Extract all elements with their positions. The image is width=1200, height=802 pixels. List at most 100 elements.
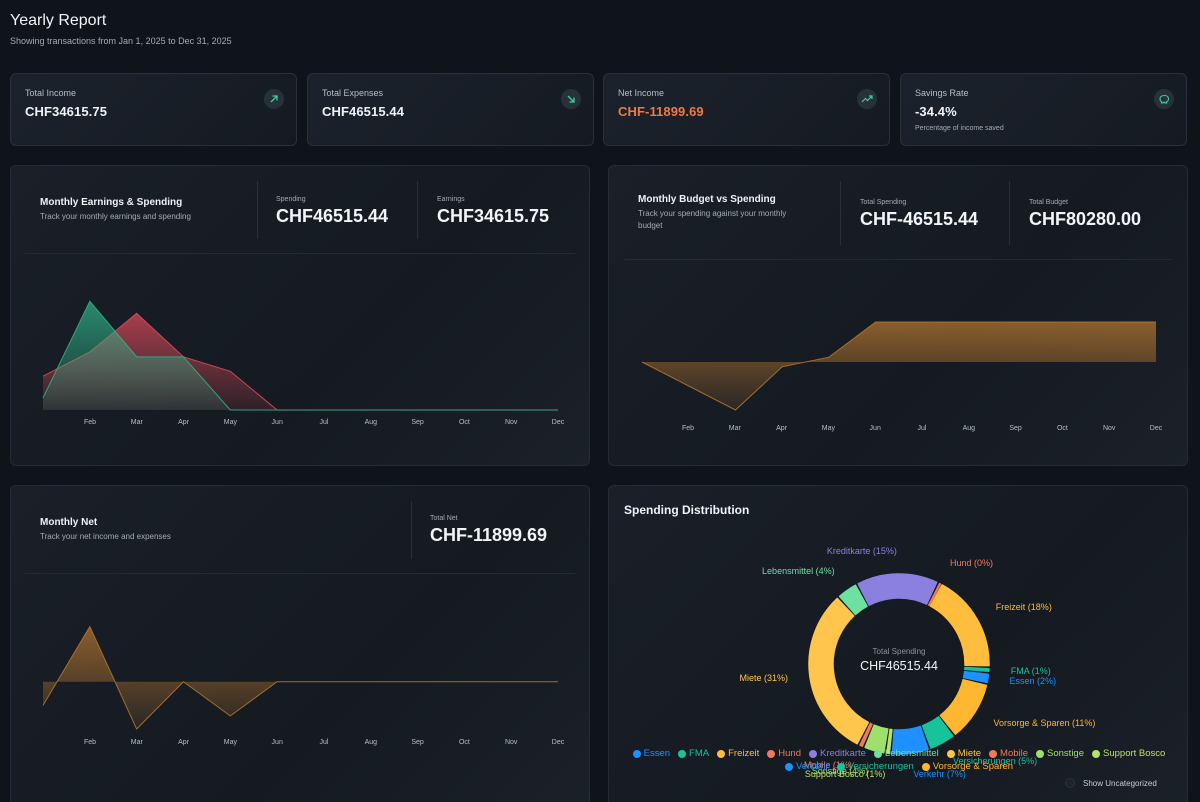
series-line-earnings — [42, 300, 558, 411]
x-tick-label: Jul — [918, 425, 927, 432]
budget-spending-panel: Monthly Budget vs Spending Track your sp… — [608, 165, 1188, 466]
x-tick-label: Oct — [459, 419, 470, 426]
legend-swatch — [767, 749, 776, 758]
pie-slice-hund[interactable] — [927, 582, 942, 607]
net-income-card: Net Income CHF-11899.69 — [603, 73, 890, 146]
panel-description: Track your net income and expenses — [40, 532, 171, 541]
legend-item[interactable]: Versicherungen — [836, 761, 914, 772]
monthly-net-panel: Monthly Net Track your net income and ex… — [10, 485, 590, 802]
x-tick-label: Feb — [682, 425, 694, 432]
legend-item[interactable]: Verkehr — [784, 761, 829, 772]
legend-item[interactable]: Sonstige — [1036, 748, 1084, 759]
donut-center-label: Total Spending — [872, 647, 926, 656]
pie-slice-label: Lebensmittel (4%) — [762, 566, 835, 577]
legend-item[interactable]: Lebensmittel — [873, 748, 939, 759]
legend-swatch — [678, 749, 687, 758]
stat-label: Total Expenses — [322, 88, 384, 98]
x-tick-label: Dec — [552, 419, 565, 426]
pie-slice-mobile[interactable] — [859, 722, 873, 747]
toggle-knob[interactable] — [1065, 778, 1075, 788]
earnings-spending-panel: Monthly Earnings & Spending Track your m… — [10, 165, 590, 466]
pie-slice-label: Mobile (1%) — [803, 759, 852, 770]
panel-description-line2: budget — [638, 221, 663, 230]
show-uncategorized-toggle[interactable]: Show Uncategorized — [1065, 778, 1157, 788]
legend-label: Verkehr — [795, 761, 829, 772]
x-tick-label: May — [224, 739, 238, 746]
x-tick-label: Mar — [131, 419, 144, 426]
pie-slice-kreditkarte[interactable] — [857, 573, 938, 606]
divider — [25, 253, 575, 254]
stat-label: Total Income — [25, 88, 77, 98]
legend-label: Kreditkarte — [819, 748, 866, 759]
panel-title: Monthly Earnings & Spending — [40, 197, 183, 208]
legend-item[interactable]: Kreditkarte — [808, 748, 866, 759]
toggle-label: Show Uncategorized — [1083, 778, 1157, 788]
total-income-card: Total Income CHF34615.75 — [10, 73, 297, 146]
legend-swatch — [1092, 749, 1101, 758]
legend-item[interactable]: Vorsorge & Sparen — [921, 761, 1013, 772]
legend-swatch — [717, 749, 726, 758]
page-title: Yearly Report — [10, 12, 107, 29]
stat-value: CHF34615.75 — [25, 104, 108, 119]
pie-slice-lebensmittel[interactable] — [838, 584, 868, 616]
legend-item[interactable]: Hund — [767, 748, 801, 759]
pie-slice-label: Freizeit (18%) — [995, 601, 1052, 612]
trending-up-icon — [857, 89, 877, 109]
x-tick-label: Aug — [963, 425, 976, 432]
divider — [257, 181, 258, 239]
x-tick-label: Nov — [505, 739, 518, 746]
x-tick-label: Feb — [84, 419, 96, 426]
arrow-up-right-icon — [264, 89, 284, 109]
legend-label: Miete — [957, 748, 982, 759]
pie-slice-verkehr[interactable] — [891, 725, 929, 755]
stat-value: CHF46515.44 — [322, 104, 405, 119]
pie-slice-label: Essen (2%) — [1009, 675, 1057, 686]
x-tick-label: Apr — [776, 425, 788, 432]
legend-item[interactable]: Miete — [946, 748, 982, 759]
x-tick-label: Aug — [365, 419, 378, 426]
legend-swatch — [1036, 749, 1045, 758]
pie-slice-vorsorge-sparen[interactable] — [939, 678, 988, 735]
pie-slice-fma[interactable] — [964, 666, 990, 673]
panel-title: Monthly Net — [40, 517, 98, 528]
savings-rate-card: Savings Rate -34.4% Percentage of income… — [900, 73, 1187, 146]
donut-center-value: CHF46515.44 — [860, 659, 938, 673]
report-header: Yearly Report Showing transactions from … — [10, 12, 232, 46]
pie-slice-essen[interactable] — [962, 670, 990, 684]
stat-value: CHF-11899.69 — [618, 104, 704, 119]
x-tick-label: Apr — [178, 419, 190, 426]
earnings-spending-chart: Feb Mar Apr May Jun Jul Aug Sep Oct Nov Dec — [42, 300, 565, 426]
legend-swatch — [836, 762, 845, 771]
pie-slice-label: FMA (1%) — [1010, 665, 1051, 676]
pie-slice-label: Support Bosco (1%) — [804, 769, 886, 780]
x-tick-label: Mar — [729, 425, 742, 432]
legend-label: FMA — [689, 748, 710, 759]
pie-slice-freizeit[interactable] — [929, 584, 990, 667]
legend-item[interactable]: Essen — [632, 748, 670, 759]
legend-item[interactable]: Freizeit — [717, 748, 759, 759]
panel-description: Track your monthly earnings and spending — [40, 212, 191, 221]
pie-slice-miete[interactable] — [808, 597, 870, 745]
pie-slice-label: Hund (0%) — [949, 558, 993, 569]
stat-value: -34.4% — [915, 104, 957, 119]
legend-item[interactable]: FMA — [678, 748, 709, 759]
piggy-bank-icon — [1154, 89, 1174, 109]
pie-slice-versicherungen[interactable] — [921, 716, 954, 749]
legend-item[interactable]: Support Bosco — [1092, 748, 1165, 759]
legend-swatch — [784, 762, 793, 771]
pie-slice-label: Miete (31%) — [739, 673, 789, 684]
legend-swatch — [946, 749, 955, 758]
total-spending-value: CHF-46515.44 — [860, 209, 979, 229]
earnings-label: Earnings — [437, 196, 465, 203]
x-tick-label: Sep — [411, 739, 424, 746]
pie-slice-support-bosco[interactable] — [886, 728, 893, 755]
legend-swatch — [921, 762, 930, 771]
arrow-down-right-icon — [561, 89, 581, 109]
panel-title: Monthly Budget vs Spending — [638, 194, 776, 205]
series-line-cumulative — [641, 321, 1156, 411]
x-tick-label: Dec — [1150, 425, 1163, 432]
legend-label: Freizeit — [728, 748, 760, 759]
x-tick-label: Oct — [1057, 425, 1068, 432]
legend-item[interactable]: Mobile — [989, 748, 1028, 759]
x-tick-label: Apr — [178, 739, 190, 746]
